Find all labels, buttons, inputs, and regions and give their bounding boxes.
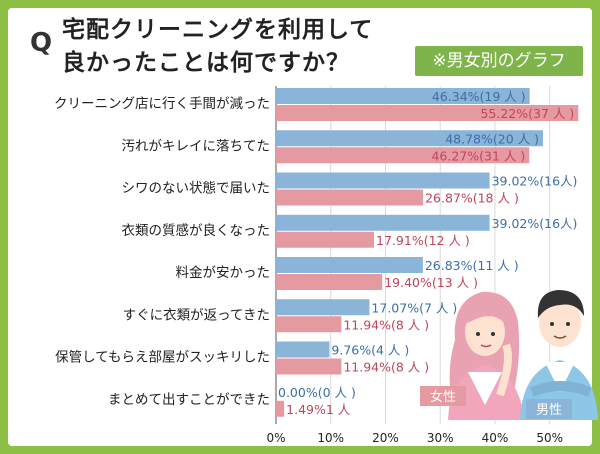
x-tick-label: 0% bbox=[266, 431, 285, 445]
data-label-female: 55.22%(37 人 ) bbox=[480, 106, 574, 121]
data-label-female: 26.87%(18 人 ) bbox=[425, 191, 519, 206]
bar-female bbox=[276, 231, 375, 248]
legend-male-swatch bbox=[526, 399, 572, 419]
question-mark: Q bbox=[30, 28, 53, 58]
x-tick-label: 20% bbox=[372, 431, 399, 445]
x-tick-labels: 0% 10% 20% 30% 40% 50% bbox=[266, 431, 563, 445]
legend: 女性 男性 bbox=[420, 386, 572, 419]
data-labels: 46.34%(19 人 ) 55.22%(37 人 ) 48.78%(20 人 ) 4… bbox=[278, 89, 577, 417]
data-label-female: 19.40%(13 人 ) bbox=[384, 275, 478, 290]
category-label: 汚れがキレイに落ちてた bbox=[122, 138, 271, 154]
category-label: まとめて出すことができた bbox=[108, 392, 270, 408]
bar-female bbox=[276, 358, 342, 375]
data-label-female: 11.94%(8 人 ) bbox=[343, 360, 429, 375]
bar-female bbox=[276, 105, 579, 121]
x-tick-label: 10% bbox=[317, 431, 344, 445]
bar-male bbox=[276, 214, 490, 231]
x-tick-label: 50% bbox=[536, 431, 563, 445]
bar-male bbox=[276, 88, 530, 104]
data-label-male: 48.78%(20 人 ) bbox=[445, 131, 539, 146]
bar-female bbox=[276, 316, 342, 333]
bar-female bbox=[276, 147, 530, 164]
man-illustration bbox=[520, 290, 598, 420]
data-label-male: 39.02%(16人) bbox=[492, 174, 578, 189]
category-label: クリーニング店に行く手間が減った bbox=[54, 95, 270, 112]
x-tick-label: 40% bbox=[482, 431, 509, 445]
category-label: 料金が安かった bbox=[176, 265, 271, 281]
gender-breakdown-badge: ※男女別のグラフ bbox=[415, 46, 583, 76]
page-title: 宅配クリーニングを利用して 良かったことは何ですか？ bbox=[62, 17, 374, 76]
bar-male bbox=[276, 299, 370, 316]
data-label-male: 17.07%(7 人 ) bbox=[371, 300, 457, 315]
bar-female bbox=[276, 274, 383, 290]
bars bbox=[276, 88, 579, 417]
data-label-male: 46.34%(19 人 ) bbox=[432, 89, 526, 104]
data-label-female: 17.91%(12 人 ) bbox=[376, 233, 470, 248]
bar-male bbox=[276, 257, 423, 273]
category-labels: クリーニング店に行く手間が減った汚れがキレイに落ちてたシワのない状態で届いた衣類… bbox=[54, 95, 270, 408]
bar-male bbox=[276, 130, 544, 147]
category-label: 衣類の質感が良くなった bbox=[122, 222, 271, 239]
data-label-male: 39.02%(16人) bbox=[492, 216, 578, 231]
category-label: 保管してもらえ部屋がスッキリした bbox=[55, 350, 270, 366]
bar-female bbox=[276, 400, 285, 417]
x-tick-label: 30% bbox=[427, 431, 454, 445]
data-label-male: 9.76%(4 人 ) bbox=[331, 343, 409, 358]
bar-male bbox=[276, 341, 330, 358]
data-label-female: 1.49%1 人 bbox=[286, 402, 351, 417]
category-label: すぐに衣類が返ってきた bbox=[123, 307, 270, 323]
legend-female-label: 女性 bbox=[430, 389, 456, 405]
woman-illustration bbox=[448, 291, 524, 420]
data-label-female: 11.94%(8 人 ) bbox=[343, 317, 429, 332]
legend-female-swatch bbox=[420, 386, 466, 406]
category-label: シワのない状態で届いた bbox=[122, 181, 271, 197]
data-label-male: 0.00%(0 人 ) bbox=[278, 385, 356, 400]
legend-male-label: 男性 bbox=[536, 403, 562, 418]
bar-male bbox=[276, 172, 490, 189]
data-label-female: 46.27%(31 人 ) bbox=[431, 148, 525, 163]
data-label-male: 26.83%(11 人 ) bbox=[425, 258, 519, 273]
bar-female bbox=[276, 189, 424, 206]
